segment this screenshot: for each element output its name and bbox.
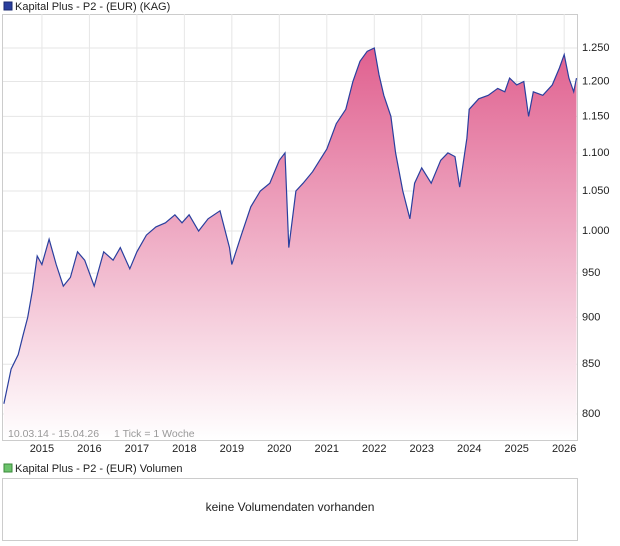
volume-frame bbox=[2, 478, 578, 541]
x-tick-label: 2021 bbox=[315, 443, 339, 455]
line bbox=[3, 47, 578, 404]
y-tick-label: 800 bbox=[582, 408, 600, 420]
y-tick-label: 1.250 bbox=[582, 42, 610, 54]
x-tick-label: 2025 bbox=[504, 443, 528, 455]
y-tick-label: 950 bbox=[582, 267, 600, 279]
y-tick-label: 850 bbox=[582, 358, 600, 370]
x-tick-label: 2015 bbox=[30, 443, 54, 455]
date-range: 10.03.14 - 15.04.26 bbox=[8, 428, 99, 440]
x-tick-label: 2018 bbox=[172, 443, 196, 455]
area bbox=[3, 48, 577, 440]
legend-swatch bbox=[3, 1, 13, 11]
x-tick-label: 2026 bbox=[552, 443, 576, 455]
volume-swatch bbox=[3, 463, 13, 473]
x-tick-label: 2017 bbox=[125, 443, 149, 455]
x-tick-label: 2016 bbox=[77, 443, 101, 455]
y-tick-label: 1.100 bbox=[582, 147, 610, 159]
volume-message: keine Volumendaten vorhanden bbox=[206, 500, 375, 514]
y-tick-label: 1.000 bbox=[582, 225, 610, 237]
x-tick-label: 2022 bbox=[362, 443, 386, 455]
y-tick-label: 1.150 bbox=[582, 110, 610, 122]
y-tick-label: 1.200 bbox=[582, 75, 610, 87]
tick-note: 1 Tick = 1 Woche bbox=[114, 428, 195, 440]
legend-label: Kapital Plus - P2 - (EUR) (KAG) bbox=[15, 1, 170, 13]
plot-frame bbox=[2, 14, 578, 441]
volume-title: Kapital Plus - P2 - (EUR) Volumen bbox=[15, 463, 183, 475]
x-tick-label: 2024 bbox=[457, 443, 481, 455]
x-tick-label: 2019 bbox=[220, 443, 244, 455]
x-tick-label: 2023 bbox=[410, 443, 434, 455]
y-tick-label: 1.050 bbox=[582, 185, 610, 197]
y-tick-label: 900 bbox=[582, 311, 600, 323]
x-tick-label: 2020 bbox=[267, 443, 291, 455]
